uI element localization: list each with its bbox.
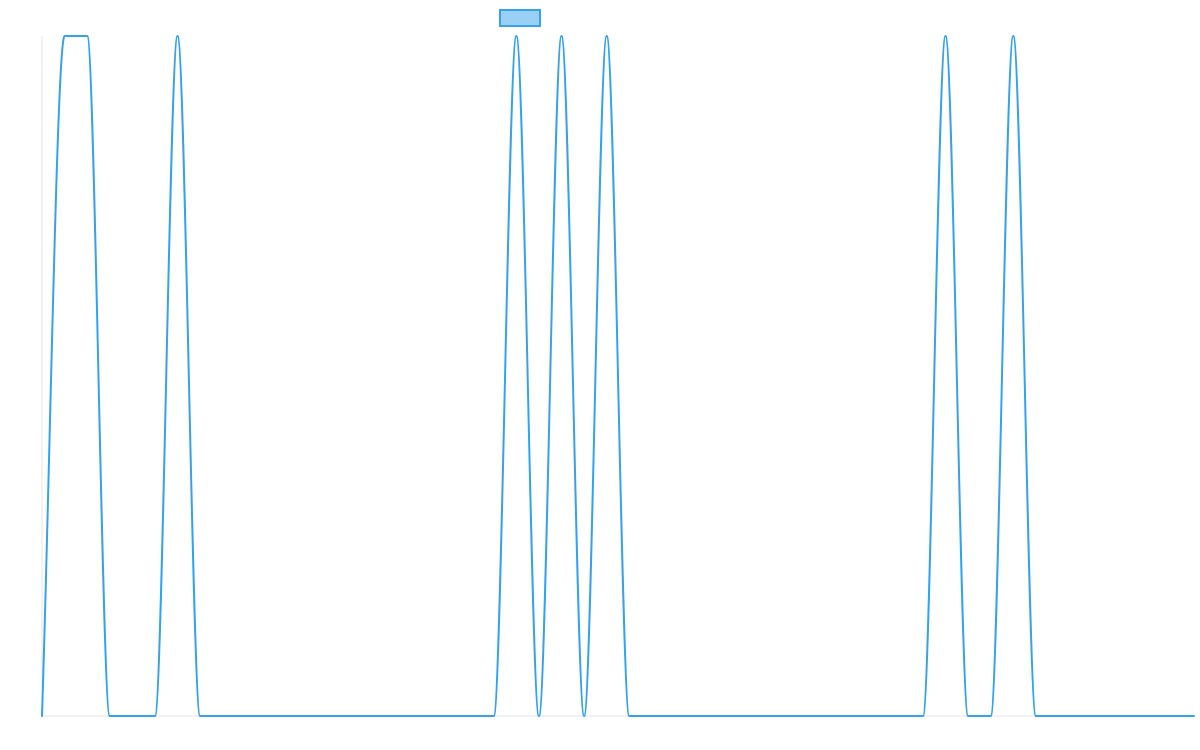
series-line-1 bbox=[41, 35, 1195, 717]
legend-swatch-1[interactable] bbox=[499, 9, 541, 27]
legend[interactable] bbox=[499, 9, 541, 27]
series-layer bbox=[41, 35, 1195, 717]
